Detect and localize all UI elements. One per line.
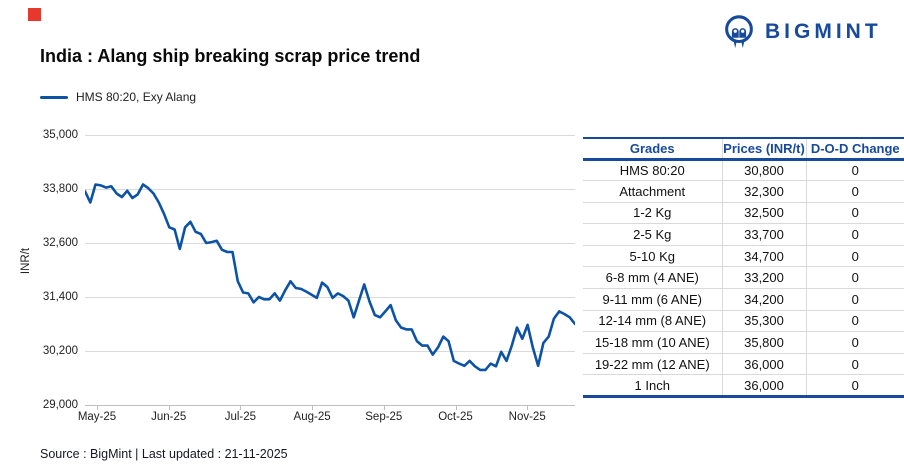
x-tick-mark [312, 406, 314, 410]
table-row: 1-2 Kg 32,500 0 [583, 202, 904, 225]
x-tick-label: Jun-25 [151, 411, 187, 423]
table-header-cell: Prices (INR/t) [721, 137, 806, 161]
chart-legend: HMS 80:20, Exy Alang [40, 90, 196, 104]
table-row: 1 Inch 36,000 0 [583, 374, 904, 399]
table-cell: 1-2 Kg [583, 202, 722, 225]
table-row: 9-11 mm (6 ANE) 34,200 0 [583, 288, 904, 311]
table-cell: 0 [805, 159, 904, 182]
x-tick-label: Aug-25 [293, 411, 331, 423]
table-cell: 34,200 [721, 288, 806, 311]
table-cell: 1 Inch [583, 374, 722, 399]
table-cell: 0 [805, 288, 904, 311]
price-trend-line-chart [85, 183, 575, 372]
gridline [85, 243, 575, 244]
x-tick-label: Nov-25 [508, 411, 546, 423]
x-tick-label: Sep-25 [365, 411, 403, 423]
gridline [85, 297, 575, 298]
chart-title: India : Alang ship breaking scrap price … [40, 46, 421, 66]
gridline [85, 135, 575, 136]
table-cell: 0 [805, 202, 904, 225]
x-tick-mark [527, 406, 529, 410]
table-cell: 32,500 [721, 202, 806, 225]
y-tick-label: 30,200 [42, 345, 78, 357]
y-tick-label: 32,600 [42, 237, 78, 249]
source-note: Source : BigMint | Last updated : 21-11-… [40, 447, 288, 461]
table-cell: 33,700 [721, 223, 806, 246]
table-cell: 0 [805, 245, 904, 268]
table-cell: 5-10 Kg [583, 245, 722, 268]
table-header-cell: D-O-D Change [805, 137, 904, 161]
table-cell: 0 [805, 374, 904, 399]
brand-name: BIGMINT [765, 20, 882, 43]
table-header-cell: Grades [583, 137, 722, 161]
x-tick-mark [168, 406, 170, 410]
table-cell: 0 [805, 266, 904, 290]
table-cell: 35,800 [721, 331, 806, 354]
table-cell: 36,000 [721, 374, 806, 399]
prices-table: Grades Prices (INR/t) D-O-D Change HMS 80:… [583, 137, 904, 399]
table-cell: 19-22 mm (12 ANE) [583, 353, 722, 376]
price-line-series [85, 183, 575, 372]
table-cell: 0 [805, 353, 904, 376]
brand-logo: BIGMINT [720, 12, 882, 52]
table-cell: 36,000 [721, 353, 806, 376]
x-tick-label: May-25 [77, 411, 117, 423]
bigmint-logo-icon [720, 12, 758, 52]
table-cell: 30,800 [721, 159, 806, 182]
x-tick-mark [455, 406, 457, 410]
y-tick-label: 29,000 [42, 399, 78, 411]
table-cell: 0 [805, 223, 904, 246]
gridline [85, 405, 575, 406]
prices-table-header: Grades Prices (INR/t) D-O-D Change [583, 137, 904, 161]
table-row: 2-5 Kg 33,700 0 [583, 223, 904, 246]
table-cell: 9-11 mm (6 ANE) [583, 288, 722, 311]
table-cell: Attachment [583, 180, 722, 203]
table-cell: 0 [805, 331, 904, 354]
gridline [85, 351, 575, 352]
gridline [85, 189, 575, 190]
table-cell: HMS 80:20 [583, 159, 722, 182]
table-row: 19-22 mm (12 ANE) 36,000 0 [583, 353, 904, 376]
y-tick-label: 35,000 [42, 129, 78, 141]
y-tick-label: 33,800 [42, 183, 78, 195]
legend-line-swatch [40, 95, 68, 99]
table-row: HMS 80:20 30,800 0 [583, 159, 904, 182]
table-cell: 6-8 mm (4 ANE) [583, 266, 722, 290]
x-tick-mark [97, 406, 98, 410]
table-row: 5-10 Kg 34,700 0 [583, 245, 904, 268]
x-tick-mark [240, 406, 242, 410]
table-row: 15-18 mm (10 ANE) 35,800 0 [583, 331, 904, 354]
table-cell: 34,700 [721, 245, 806, 268]
table-row: 6-8 mm (4 ANE) 33,200 0 [583, 266, 904, 290]
red-marker [28, 8, 41, 21]
table-cell: 12-14 mm (8 ANE) [583, 310, 722, 333]
x-tick-mark [383, 406, 385, 410]
table-cell: 33,200 [721, 266, 806, 290]
table-cell: 35,300 [721, 310, 806, 333]
table-cell: 15-18 mm (10 ANE) [583, 331, 722, 354]
table-row: Attachment 32,300 0 [583, 180, 904, 203]
x-tick-label: Jul-25 [224, 411, 257, 423]
table-cell: 0 [805, 180, 904, 203]
y-tick-label: 31,400 [42, 291, 78, 303]
x-tick-label: Oct-25 [438, 411, 473, 423]
legend-label: HMS 80:20, Exy Alang [76, 90, 197, 104]
table-cell: 0 [805, 310, 904, 333]
table-cell: 2-5 Kg [583, 223, 722, 246]
table-row: 12-14 mm (8 ANE) 35,300 0 [583, 310, 904, 333]
table-cell: 32,300 [721, 180, 806, 203]
